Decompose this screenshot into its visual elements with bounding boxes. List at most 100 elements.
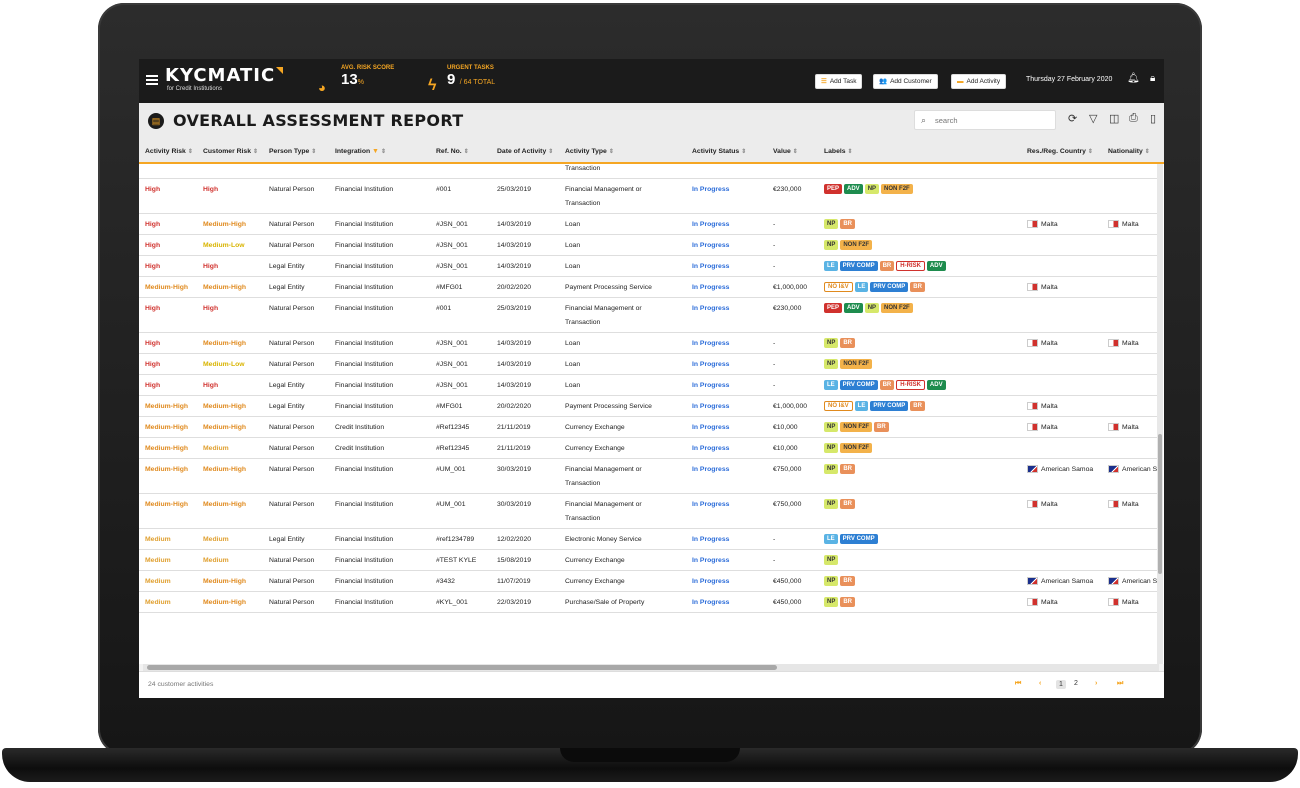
cell-ref-no: #KYL_001 xyxy=(436,599,468,606)
col-integration[interactable]: Integration ▼ ⇕ xyxy=(335,148,386,155)
table-row[interactable]: Medium Medium Natural Person Financial Inst… xyxy=(139,550,1159,571)
cell-labels: NP BR xyxy=(824,575,857,589)
table-row[interactable]: High High Legal Entity Financial Institutio… xyxy=(139,256,1159,277)
cell-activity-status[interactable]: In Progress xyxy=(692,186,730,193)
col-value[interactable]: Value ⇕ xyxy=(773,148,798,155)
next-page-icon[interactable]: › xyxy=(1095,680,1098,687)
table-row[interactable]: Medium Medium-High Natural Person Financial… xyxy=(139,592,1159,613)
cell-activity-status[interactable]: In Progress xyxy=(692,445,730,452)
cell-activity-status[interactable]: In Progress xyxy=(692,284,730,291)
col-activity-type[interactable]: Activity Type ⇕ xyxy=(565,148,614,155)
col-date[interactable]: Date of Activity ⇕ xyxy=(497,148,553,155)
add-customer-button[interactable]: 👥 Add Customer xyxy=(873,74,938,89)
logo[interactable]: KYCMATIC xyxy=(165,65,284,86)
table-row[interactable]: High High Legal Entity Financial Institutio… xyxy=(139,375,1159,396)
cell-activity-status[interactable]: In Progress xyxy=(692,578,730,585)
sort-icon[interactable]: ⇕ xyxy=(608,149,614,155)
table-row[interactable]: High Medium-Low Natural Person Financial In… xyxy=(139,354,1159,375)
table-row[interactable]: Medium-High Medium-High Natural Person Fina… xyxy=(139,494,1159,529)
country-name: American S xyxy=(1122,466,1158,473)
cell-activity-status[interactable]: In Progress xyxy=(692,557,730,564)
cell-activity-status[interactable]: In Progress xyxy=(692,536,730,543)
table-row-partial[interactable]: Transaction xyxy=(139,164,1159,179)
first-page-icon[interactable]: ⏮ xyxy=(1015,680,1022,687)
scroll-thumb[interactable] xyxy=(1158,434,1162,574)
cell-activity-status[interactable]: In Progress xyxy=(692,424,730,431)
table-row[interactable]: Medium-High Medium-High Natural Person Fina… xyxy=(139,459,1159,494)
table-row[interactable]: Medium Medium Legal Entity Financial Instit… xyxy=(139,529,1159,550)
refresh-icon[interactable]: ⟳ xyxy=(1068,113,1078,125)
horizontal-scrollbar[interactable] xyxy=(143,664,1159,671)
cell-date: 14/03/2019 xyxy=(497,382,532,389)
label-badge-br: BR xyxy=(840,338,856,349)
prev-page-icon[interactable]: ‹ xyxy=(1039,680,1042,687)
table-row[interactable]: High Medium-Low Natural Person Financial In… xyxy=(139,235,1159,256)
users-icon: 👥 xyxy=(879,78,888,85)
page-1-button[interactable]: 1 xyxy=(1056,680,1066,689)
col-activity-status[interactable]: Activity Status ⇕ xyxy=(692,148,746,155)
cell-activity-risk: High xyxy=(145,361,161,368)
sort-icon[interactable]: ⇕ xyxy=(311,149,317,155)
cell-activity-status[interactable]: In Progress xyxy=(692,361,730,368)
col-activity-risk[interactable]: Activity Risk ⇕ xyxy=(145,148,193,155)
cell-activity-status[interactable]: In Progress xyxy=(692,263,730,270)
flag-icon xyxy=(1108,423,1119,432)
cell-date: 22/03/2019 xyxy=(497,599,532,606)
cell-activity-status[interactable]: In Progress xyxy=(692,242,730,249)
cell-activity-status[interactable]: In Progress xyxy=(692,340,730,347)
add-task-button[interactable]: ☰ Add Task xyxy=(815,74,863,89)
add-activity-button[interactable]: ▬ Add Activity xyxy=(951,74,1007,89)
table-row[interactable]: High High Natural Person Financial Institut… xyxy=(139,179,1159,214)
cell-activity-status[interactable]: In Progress xyxy=(692,466,730,473)
scroll-thumb[interactable] xyxy=(147,665,777,670)
cell-activity-status[interactable]: In Progress xyxy=(692,221,730,228)
bell-icon[interactable]: 🔔︎ xyxy=(1127,73,1140,84)
sort-icon[interactable]: ⇕ xyxy=(741,149,747,155)
search-box[interactable]: ⌕ xyxy=(914,110,1056,130)
col-ref-no[interactable]: Ref. No. ⇕ xyxy=(436,148,469,155)
last-page-icon[interactable]: ⏭ xyxy=(1117,680,1124,687)
cell-activity-type: Currency Exchange xyxy=(565,445,625,452)
col-labels[interactable]: Labels ⇕ xyxy=(824,148,853,155)
export-icon[interactable]: ▯ xyxy=(1150,113,1157,125)
page-2-button[interactable]: 2 xyxy=(1074,680,1078,687)
cell-activity-status[interactable]: In Progress xyxy=(692,403,730,410)
search-input[interactable] xyxy=(933,113,1052,127)
vertical-scrollbar[interactable] xyxy=(1157,164,1163,664)
col-person-type[interactable]: Person Type ⇕ xyxy=(269,148,316,155)
sort-icon[interactable]: ⇕ xyxy=(380,149,386,155)
sort-icon[interactable]: ⇕ xyxy=(548,149,554,155)
cell-activity-type: Financial Management or xyxy=(565,466,642,473)
cell-customer-risk: Medium-High xyxy=(203,424,247,431)
menu-icon[interactable] xyxy=(146,75,158,85)
sort-icon[interactable]: ⇕ xyxy=(792,149,798,155)
sort-icon[interactable]: ⇕ xyxy=(1144,149,1150,155)
filter-active-icon[interactable]: ▼ xyxy=(372,148,379,155)
table-row[interactable]: Medium-High Medium-High Legal Entity Financ… xyxy=(139,396,1159,417)
col-customer-risk[interactable]: Customer Risk ⇕ xyxy=(203,148,258,155)
sort-icon[interactable]: ⇕ xyxy=(1087,149,1093,155)
col-nationality[interactable]: Nationality ⇕ xyxy=(1108,148,1150,155)
sort-icon[interactable]: ⇕ xyxy=(187,149,193,155)
lock-icon[interactable]: 🔒︎ xyxy=(1150,73,1156,84)
sort-icon[interactable]: ⇕ xyxy=(847,149,853,155)
filter-icon[interactable]: ▽ xyxy=(1089,113,1098,125)
table-row[interactable]: Medium Medium-High Natural Person Financial… xyxy=(139,571,1159,592)
table-row[interactable]: Medium-High Medium-High Legal Entity Financ… xyxy=(139,277,1159,298)
col-country[interactable]: Res./Reg. Country ⇕ xyxy=(1027,148,1093,155)
cell-nationality: Malta xyxy=(1108,498,1139,512)
table-row[interactable]: Medium-High Medium-High Natural Person Cred… xyxy=(139,417,1159,438)
cell-activity-status[interactable]: In Progress xyxy=(692,382,730,389)
sort-icon[interactable]: ⇕ xyxy=(463,149,469,155)
cell-activity-status[interactable]: In Progress xyxy=(692,501,730,508)
sort-icon[interactable]: ⇕ xyxy=(252,149,259,155)
print-icon[interactable]: ⎙ xyxy=(1129,112,1138,124)
columns-icon[interactable]: ◫ xyxy=(1109,113,1120,125)
cell-activity-status[interactable]: In Progress xyxy=(692,305,730,312)
table-row[interactable]: Medium-High Medium Natural Person Credit In… xyxy=(139,438,1159,459)
cell-activity-status[interactable]: In Progress xyxy=(692,599,730,606)
table-row[interactable]: High High Natural Person Financial Institut… xyxy=(139,298,1159,333)
cell-customer-risk: High xyxy=(203,186,219,193)
table-row[interactable]: High Medium-High Natural Person Financial I… xyxy=(139,333,1159,354)
table-row[interactable]: High Medium-High Natural Person Financial I… xyxy=(139,214,1159,235)
